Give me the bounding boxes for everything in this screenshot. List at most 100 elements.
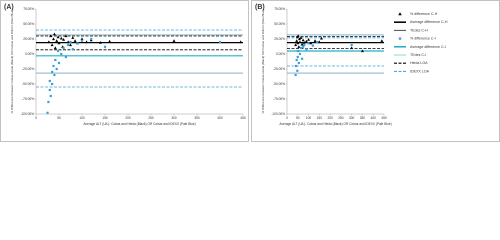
point <box>90 37 93 41</box>
point <box>296 69 299 72</box>
x-tick-label: 150 <box>102 116 108 120</box>
point <box>59 36 63 40</box>
point <box>103 45 107 48</box>
x-tick-label: 100 <box>306 116 312 120</box>
x-tick-label: 450 <box>381 116 387 120</box>
legend-label: % difference C-I <box>410 37 436 41</box>
point <box>304 39 308 43</box>
point <box>307 38 311 41</box>
point <box>48 88 51 92</box>
point <box>360 49 364 53</box>
point <box>57 61 61 65</box>
point <box>300 42 304 46</box>
y-tick-label: 0.00% <box>25 52 34 56</box>
legend-symbol <box>398 12 402 16</box>
legend-label: % difference C-H <box>410 12 438 16</box>
point <box>46 111 49 114</box>
point <box>300 57 304 60</box>
x-tick-label: 350 <box>360 116 366 120</box>
panel-frame <box>251 0 500 142</box>
point <box>71 48 74 51</box>
point <box>297 45 301 48</box>
x-tick-label: 400 <box>371 116 377 120</box>
point <box>294 43 298 47</box>
point <box>60 52 63 56</box>
x-tick-label: 50 <box>296 116 300 120</box>
point <box>54 58 57 62</box>
point <box>303 43 306 47</box>
point <box>64 55 67 59</box>
point <box>295 39 299 42</box>
point <box>73 39 77 42</box>
point <box>57 41 61 45</box>
point <box>76 42 79 45</box>
point <box>47 100 50 104</box>
x-tick-label: 50 <box>57 116 61 120</box>
point <box>62 46 65 50</box>
x-tick-label: 450 <box>240 116 246 120</box>
point <box>297 49 300 53</box>
point <box>55 39 59 42</box>
y-axis-label: % Difference between Cobas-Hieda (Black)… <box>10 10 14 114</box>
point <box>311 44 314 47</box>
point <box>297 61 300 65</box>
point <box>53 73 56 77</box>
point <box>80 37 84 41</box>
point <box>51 82 54 86</box>
point <box>108 39 112 43</box>
y-tick-label: 25.00% <box>274 37 285 41</box>
y-tick-label: 50.00% <box>274 22 285 26</box>
point <box>52 32 56 36</box>
x-tick-label: 100 <box>79 116 85 120</box>
legend-label: Average difference C-I <box>410 45 446 49</box>
point <box>172 39 176 42</box>
point <box>299 36 303 39</box>
point <box>350 46 354 50</box>
panel-frame <box>0 0 249 142</box>
point <box>50 43 54 47</box>
x-tick-label: 0 <box>35 116 37 120</box>
y-axis-label: % Difference between Cobas-Hieda (Black)… <box>261 10 265 114</box>
point <box>380 39 384 42</box>
point <box>298 40 302 44</box>
point <box>309 41 313 45</box>
x-tick-label: 0 <box>286 116 288 120</box>
point <box>49 94 52 98</box>
y-tick-label: -100.00% <box>271 112 285 116</box>
x-tick-label: 150 <box>317 116 323 120</box>
point <box>64 34 68 38</box>
point <box>67 43 70 47</box>
y-tick-label: 50.00% <box>23 22 34 26</box>
x-tick-label: 200 <box>125 116 131 120</box>
point <box>298 52 302 56</box>
x-tick-label: 250 <box>148 116 154 120</box>
point <box>294 73 297 77</box>
point <box>294 64 298 68</box>
y-tick-label: 75.00% <box>274 7 285 11</box>
y-tick-label: -100.00% <box>20 112 34 116</box>
point <box>302 41 306 44</box>
x-tick-label: 300 <box>171 116 177 120</box>
point <box>51 37 55 41</box>
panel-label: (A) <box>4 4 14 11</box>
point <box>62 38 66 41</box>
point <box>218 40 222 44</box>
point <box>49 34 53 38</box>
point <box>305 48 308 51</box>
point <box>56 49 60 53</box>
panel-label: (B) <box>255 4 265 11</box>
point <box>51 70 54 74</box>
legend-symbol <box>398 37 402 40</box>
point <box>239 40 243 44</box>
legend-label: Average difference C-H <box>410 20 448 24</box>
point <box>296 55 299 59</box>
point <box>316 40 319 44</box>
legend-label: TEdes C-I <box>410 53 426 57</box>
figure: (A) 75.00% 50.00% 25.00% 0.00% -25.00% -50.00%… <box>0 0 500 142</box>
point <box>98 41 102 44</box>
y-tick-label: 25.00% <box>23 37 34 41</box>
point <box>69 43 72 47</box>
point <box>47 40 51 44</box>
x-axis-label: Average ALT (U/L): Cobas and Hieda (Blac… <box>279 122 391 126</box>
legend-label: TEdes C-H <box>410 28 428 32</box>
